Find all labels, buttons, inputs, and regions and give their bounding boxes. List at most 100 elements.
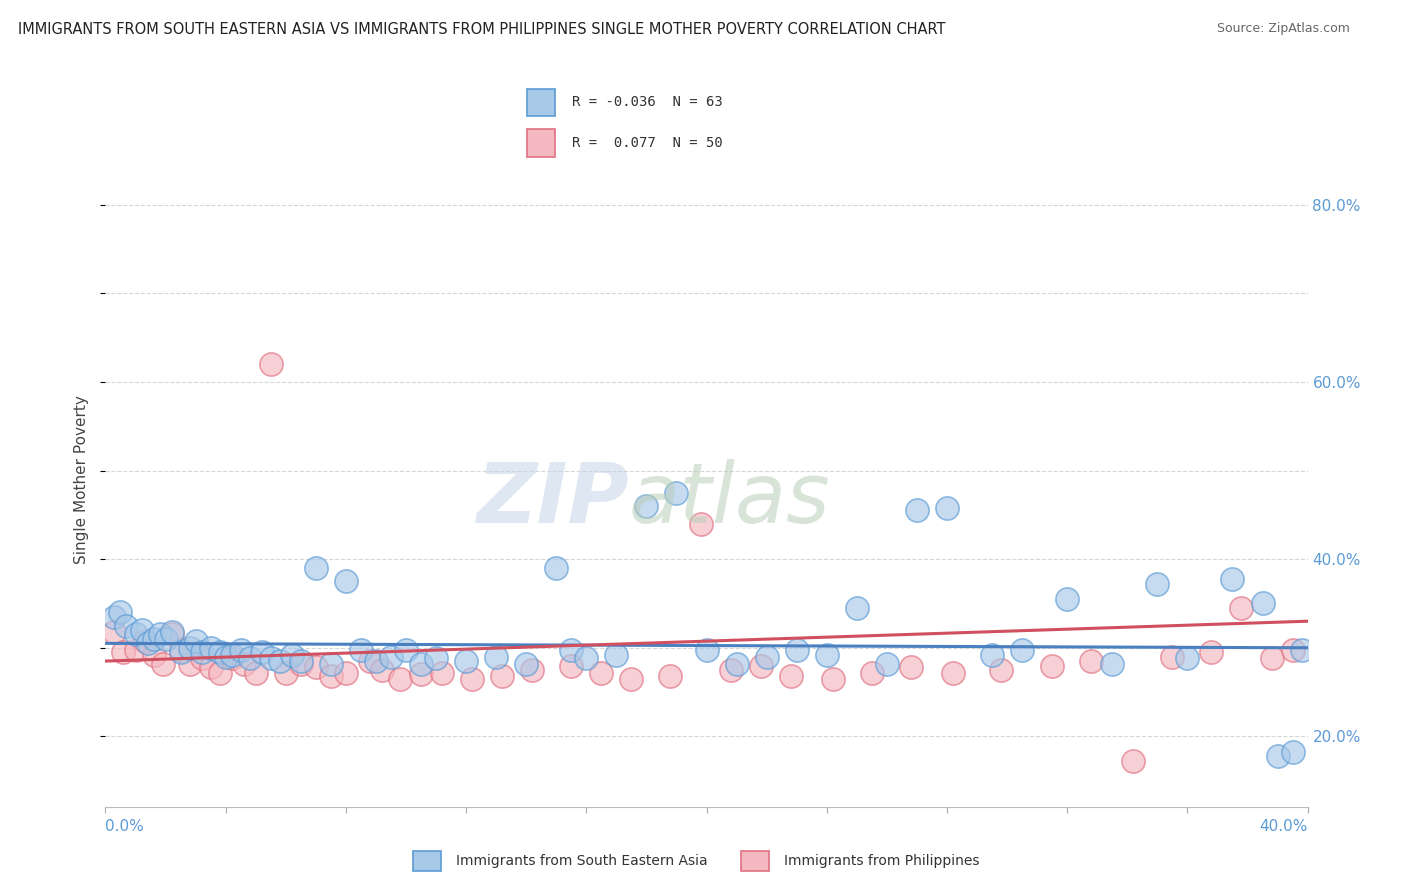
- Point: [148, 627, 170, 641]
- Point: [142, 632, 165, 646]
- Point: [169, 645, 191, 659]
- Point: [749, 658, 772, 673]
- Point: [395, 642, 418, 657]
- Point: [1011, 642, 1033, 657]
- Point: [905, 503, 928, 517]
- Point: [560, 642, 582, 657]
- Point: [425, 651, 447, 665]
- Point: [689, 516, 711, 531]
- Point: [115, 618, 138, 632]
- Point: [335, 665, 357, 680]
- Text: Source: ZipAtlas.com: Source: ZipAtlas.com: [1216, 22, 1350, 36]
- Point: [900, 660, 922, 674]
- Point: [491, 669, 513, 683]
- Point: [200, 660, 222, 674]
- Point: [1161, 649, 1184, 664]
- Point: [1267, 748, 1289, 763]
- Point: [335, 574, 357, 589]
- Point: [876, 657, 898, 671]
- Point: [1260, 651, 1282, 665]
- Point: [485, 649, 508, 664]
- Text: R =  0.077  N = 50: R = 0.077 N = 50: [572, 136, 723, 150]
- Point: [1080, 654, 1102, 668]
- Point: [725, 657, 748, 671]
- Point: [269, 654, 291, 668]
- Point: [720, 663, 742, 677]
- Point: [319, 657, 342, 671]
- Point: [1040, 658, 1063, 673]
- Point: [131, 623, 153, 637]
- Point: [190, 651, 212, 665]
- Point: [1222, 572, 1244, 586]
- Point: [305, 660, 328, 674]
- Point: [522, 663, 544, 677]
- Bar: [527, 129, 555, 157]
- Point: [1201, 645, 1223, 659]
- Text: R = -0.036  N = 63: R = -0.036 N = 63: [572, 95, 723, 110]
- Point: [936, 500, 959, 515]
- Point: [981, 648, 1004, 662]
- Point: [160, 624, 183, 639]
- Point: [605, 648, 627, 662]
- Bar: [527, 89, 555, 116]
- Point: [134, 633, 156, 648]
- Point: [786, 642, 808, 657]
- Point: [409, 657, 432, 671]
- Point: [305, 561, 328, 575]
- Point: [696, 642, 718, 657]
- Point: [112, 645, 135, 659]
- Point: [260, 357, 283, 371]
- Point: [208, 645, 231, 659]
- Bar: [741, 851, 769, 871]
- Point: [245, 665, 267, 680]
- Point: [575, 651, 598, 665]
- Point: [1251, 597, 1274, 611]
- Point: [152, 657, 174, 671]
- Point: [515, 657, 537, 671]
- Point: [179, 657, 201, 671]
- Point: [380, 649, 402, 664]
- Text: Immigrants from South Eastern Asia: Immigrants from South Eastern Asia: [457, 855, 709, 868]
- Point: [461, 672, 484, 686]
- Y-axis label: Single Mother Poverty: Single Mother Poverty: [75, 395, 90, 564]
- Point: [169, 642, 191, 657]
- Point: [103, 609, 125, 624]
- Text: 0.0%: 0.0%: [105, 819, 145, 834]
- Point: [454, 654, 477, 668]
- Point: [942, 665, 965, 680]
- Point: [1230, 601, 1253, 615]
- Point: [232, 657, 254, 671]
- Point: [636, 499, 658, 513]
- Point: [190, 645, 212, 659]
- Point: [388, 672, 411, 686]
- Point: [1291, 642, 1313, 657]
- Text: ZIP: ZIP: [475, 458, 628, 540]
- Point: [364, 654, 387, 668]
- Point: [1101, 657, 1123, 671]
- Point: [845, 601, 868, 615]
- Text: atlas: atlas: [628, 458, 830, 540]
- Point: [560, 658, 582, 673]
- Point: [103, 624, 125, 639]
- Point: [274, 665, 297, 680]
- Bar: [413, 851, 441, 871]
- Point: [371, 663, 394, 677]
- Point: [430, 665, 453, 680]
- Point: [620, 672, 643, 686]
- Point: [124, 627, 146, 641]
- Point: [815, 648, 838, 662]
- Point: [546, 561, 568, 575]
- Point: [1122, 754, 1144, 768]
- Point: [319, 669, 342, 683]
- Point: [1146, 577, 1168, 591]
- Point: [821, 672, 844, 686]
- Point: [1175, 651, 1198, 665]
- Point: [239, 651, 262, 665]
- Point: [184, 633, 207, 648]
- Point: [136, 636, 159, 650]
- Text: IMMIGRANTS FROM SOUTH EASTERN ASIA VS IMMIGRANTS FROM PHILIPPINES SINGLE MOTHER : IMMIGRANTS FROM SOUTH EASTERN ASIA VS IM…: [18, 22, 946, 37]
- Point: [281, 648, 304, 662]
- Point: [208, 665, 231, 680]
- Point: [142, 648, 165, 662]
- Point: [1281, 745, 1303, 759]
